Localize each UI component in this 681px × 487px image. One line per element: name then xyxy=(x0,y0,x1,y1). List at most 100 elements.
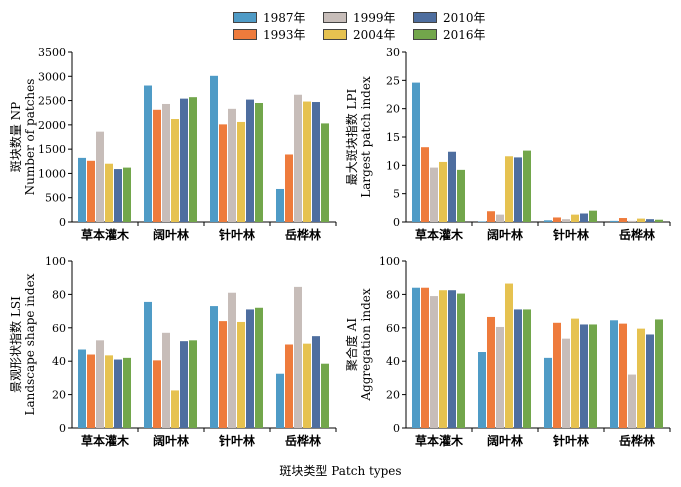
bar xyxy=(655,219,663,222)
legend-label: 2016年 xyxy=(443,28,486,42)
bar xyxy=(87,160,95,222)
y-tick-label: 0 xyxy=(393,216,400,229)
legend-swatch xyxy=(323,12,347,23)
bar xyxy=(105,163,113,222)
bar xyxy=(285,154,293,222)
bar xyxy=(78,349,86,428)
bar xyxy=(312,102,320,222)
x-tick-label: 针叶林 xyxy=(219,433,255,448)
bar xyxy=(87,354,95,428)
bar xyxy=(505,156,513,222)
bar xyxy=(628,374,636,428)
x-tick-label: 草本灌木 xyxy=(81,433,130,448)
y-tick-label: 20 xyxy=(386,389,400,402)
y-tick-label: 10 xyxy=(386,159,400,172)
y-axis-label-cn: 斑块数量 NP xyxy=(8,102,23,172)
bar xyxy=(430,296,438,428)
x-tick-label: 阔叶林 xyxy=(487,227,523,242)
bar xyxy=(571,318,579,428)
bar xyxy=(412,287,420,428)
y-tick-label: 3500 xyxy=(38,46,66,59)
bar xyxy=(580,324,588,428)
bar xyxy=(246,309,254,428)
legend-item: 1999年 xyxy=(323,9,396,26)
bar xyxy=(96,131,104,222)
x-tick-label: 岳桦林 xyxy=(285,227,321,242)
y-tick-label: 15 xyxy=(386,131,400,144)
y-tick-label: 40 xyxy=(386,355,400,368)
bar xyxy=(514,157,522,222)
x-tick-label: 草本灌木 xyxy=(81,227,130,242)
bar xyxy=(439,161,447,222)
legend-item: 2004年 xyxy=(323,26,396,43)
bar xyxy=(210,75,218,222)
x-tick-label: 岳桦林 xyxy=(285,433,321,448)
legend-item: 1987年 xyxy=(233,9,306,26)
bar xyxy=(312,336,320,428)
bar xyxy=(412,82,420,222)
bar xyxy=(255,307,263,428)
bar xyxy=(487,211,495,222)
x-tick-label: 岳桦林 xyxy=(619,227,655,242)
y-axis-label-en: Aggregation index xyxy=(359,288,373,401)
bar xyxy=(619,218,627,222)
y-axis-label-cn: 聚合度 AI xyxy=(344,318,359,371)
legend-label: 2004年 xyxy=(353,28,396,42)
y-tick-label: 1500 xyxy=(38,143,66,156)
bar xyxy=(162,332,170,428)
bar xyxy=(303,343,311,428)
bar xyxy=(171,119,179,222)
bar xyxy=(610,220,618,222)
legend-swatch xyxy=(233,12,257,23)
bar xyxy=(189,340,197,428)
bar xyxy=(553,217,561,222)
bar xyxy=(478,352,486,428)
y-axis-label-en: Number of patches xyxy=(23,79,37,196)
bar xyxy=(487,316,495,428)
y-tick-label: 100 xyxy=(45,255,66,268)
bar xyxy=(180,98,188,222)
bar xyxy=(237,321,245,428)
legend-swatch xyxy=(413,12,437,23)
bar xyxy=(544,357,552,428)
bar xyxy=(619,323,627,428)
bar xyxy=(610,320,618,428)
bar xyxy=(219,321,227,428)
x-axis-title: 斑块类型 Patch types xyxy=(279,464,402,478)
y-tick-label: 500 xyxy=(45,192,66,205)
bar xyxy=(144,301,152,428)
y-tick-label: 0 xyxy=(59,422,66,435)
y-tick-label: 40 xyxy=(52,355,66,368)
y-tick-label: 5 xyxy=(393,188,400,201)
y-tick-label: 20 xyxy=(386,103,400,116)
y-tick-label: 2000 xyxy=(38,119,66,132)
x-tick-label: 草本灌木 xyxy=(415,227,464,242)
bar xyxy=(571,214,579,222)
bar xyxy=(189,97,197,222)
legend-item: 1993年 xyxy=(233,26,306,43)
y-tick-label: 2500 xyxy=(38,95,66,108)
bar xyxy=(457,293,465,428)
legend-label: 2010年 xyxy=(443,11,486,25)
x-tick-label: 阔叶林 xyxy=(153,227,189,242)
legend-label: 1993年 xyxy=(263,28,306,42)
bar xyxy=(228,108,236,222)
bar xyxy=(303,101,311,222)
y-axis-label-en: Largest patch index xyxy=(359,76,373,198)
bar xyxy=(589,324,597,428)
y-axis-label-cn: 景观形状指数 LSI xyxy=(8,296,23,393)
legend-item: 2010年 xyxy=(413,9,486,26)
y-tick-label: 30 xyxy=(386,46,400,59)
x-tick-label: 阔叶林 xyxy=(153,433,189,448)
bar xyxy=(421,287,429,428)
x-tick-label: 草本灌木 xyxy=(415,433,464,448)
bar xyxy=(294,286,302,428)
y-tick-label: 60 xyxy=(386,322,400,335)
y-tick-label: 0 xyxy=(393,422,400,435)
legend-label: 1987年 xyxy=(263,11,306,25)
bar xyxy=(105,355,113,428)
bar xyxy=(496,326,504,428)
bar xyxy=(505,283,513,428)
y-tick-label: 60 xyxy=(52,322,66,335)
bar xyxy=(496,214,504,222)
